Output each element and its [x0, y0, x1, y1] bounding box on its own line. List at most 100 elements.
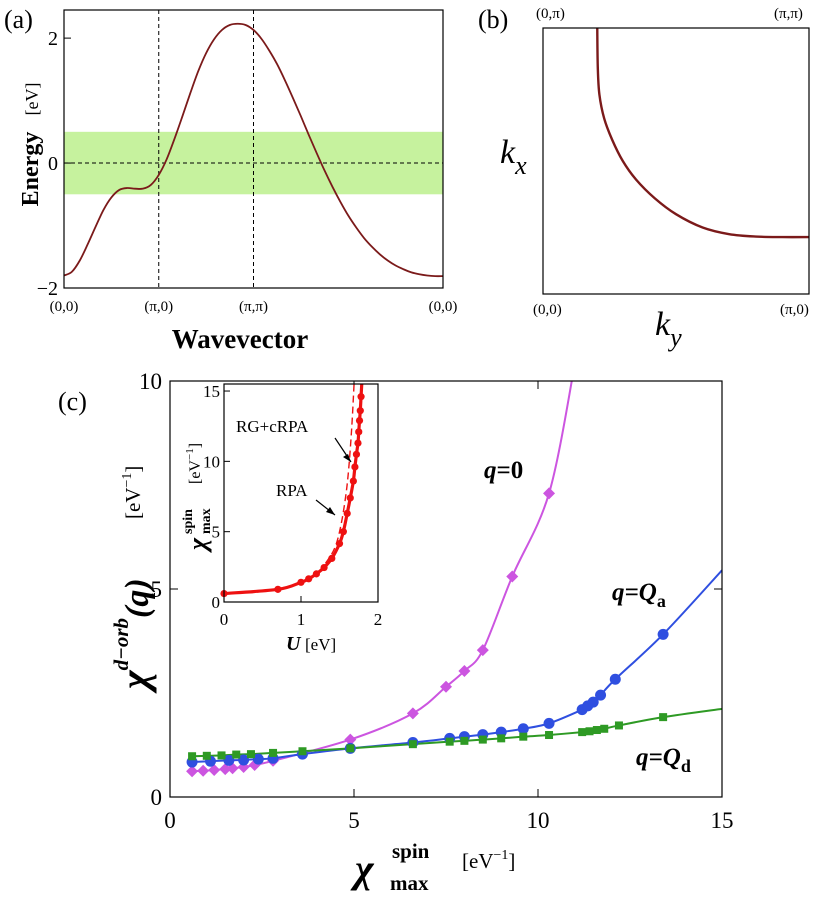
c-point-qd — [592, 726, 601, 735]
inset-x-tick-label: 2 — [374, 610, 383, 629]
a-x-tick-label: (0,0) — [429, 299, 458, 315]
c-label-qd-sub: d — [681, 756, 691, 776]
inset-y-axis-unit-close: ] — [187, 443, 204, 448]
c-x-tick-label: 10 — [527, 808, 550, 833]
c-point-qd — [188, 752, 197, 761]
c-y-tick-label: 5 — [151, 577, 163, 602]
inset-arrow-rpa-head — [326, 507, 335, 515]
c-point-qa — [657, 628, 669, 640]
c-label-q0-eq: =0 — [497, 457, 524, 484]
c-y-tick-label: 10 — [139, 369, 162, 394]
inset-point-rgcrpa — [297, 578, 305, 586]
b-x-axis-label: ky — [655, 306, 682, 352]
inset-point-rgcrpa — [357, 393, 365, 401]
a-band-curve — [63, 22, 444, 278]
c-y-axis-unit-main: [eV — [121, 488, 145, 519]
c-point-q0 — [506, 570, 519, 583]
c-point-qd — [202, 751, 211, 760]
c-label-qd: q=Qd — [636, 744, 691, 776]
c-point-qd — [614, 721, 623, 730]
c-point-q0 — [543, 487, 556, 500]
inset-x-tick-label: 0 — [220, 610, 229, 629]
c-point-qd — [217, 751, 226, 760]
inset-y-tick-label: 0 — [212, 593, 221, 612]
c-x-axis-sub: max — [390, 871, 429, 895]
a-x-tick-label: (π,π) — [239, 299, 268, 315]
b-corner-top-left: (0,π) — [536, 6, 565, 22]
c-point-q0 — [476, 644, 489, 657]
c-point-q0 — [344, 733, 357, 746]
inset-point-rgcrpa — [274, 585, 282, 593]
a-y-tick-label: 2 — [48, 28, 58, 50]
inset-point-rgcrpa — [349, 477, 357, 485]
b-corner-bottom-right: (π,0) — [780, 302, 809, 318]
c-point-qd — [460, 736, 469, 745]
inset-y-tick-label: 5 — [212, 523, 221, 542]
b-corner-top-right: (π,π) — [774, 6, 803, 22]
c-y-axis-label: χd−orb(q) — [109, 578, 157, 694]
inset-annotation-rgcrpa: RG+cRPA — [236, 417, 309, 436]
a-reference-lines — [64, 10, 443, 288]
c-x-axis-unit-main: [eV — [462, 849, 493, 873]
c-inset: 0 5 10 15 0 1 2 RG+cRPA RPA U [eV] χ spin max… — [181, 382, 382, 655]
inset-point-rgcrpa — [328, 554, 336, 563]
c-point-qa — [517, 723, 529, 735]
c-x-axis-label: χ — [350, 846, 375, 891]
c-x-axis-unit-close: ] — [508, 849, 515, 873]
c-point-qa — [238, 754, 250, 766]
c-y-axis-unit: [eV−1] — [120, 466, 145, 519]
inset-y-tick-label: 15 — [203, 382, 220, 401]
b-corner-bottom-left: (0,0) — [533, 302, 562, 318]
c-point-qa — [252, 753, 264, 765]
panel-a: (a) −2 0 2 (0,0) (π,0) (π,π) (0,0) Wavevector… — [4, 5, 457, 354]
c-label-qa: q=Qa — [612, 579, 666, 611]
inset-y-axis-unit-main: [eV — [187, 460, 204, 484]
c-point-qa — [587, 696, 599, 708]
c-label-q0-var: q — [484, 457, 497, 484]
c-y-tick-label: 0 — [151, 785, 163, 810]
b-y-axis-label: kx — [500, 134, 527, 180]
inset-point-rgcrpa — [352, 450, 361, 458]
c-point-qd — [346, 744, 355, 753]
inset-annotation-rpa: RPA — [276, 481, 308, 500]
c-label-qd-eq: =Q — [649, 744, 681, 771]
inset-y-tick-label: 10 — [203, 452, 220, 471]
c-point-qd — [298, 747, 307, 756]
inset-arrow-rgcrpa-head — [343, 454, 351, 462]
inset-point-rgcrpa — [305, 575, 313, 583]
inset-y-axis-sub: max — [199, 508, 214, 534]
c-x-ticks: 0 5 10 15 — [164, 381, 734, 833]
panel-b-label: (b) — [478, 5, 508, 34]
inset-markers — [220, 393, 365, 598]
a-y-axis-label-group: Energy [eV] — [18, 83, 44, 207]
b-y-axis-var: k — [500, 134, 516, 171]
c-label-qd-var: q — [636, 744, 649, 771]
b-x-axis-var: k — [655, 306, 671, 343]
c-point-qd — [578, 728, 587, 737]
c-point-qd — [585, 727, 594, 736]
inset-y-axis-var: χ — [183, 537, 212, 553]
c-point-q0 — [208, 763, 221, 776]
b-x-axis-sub: y — [667, 323, 682, 352]
c-point-qa — [609, 673, 621, 685]
c-point-qd — [445, 737, 454, 746]
panel-b: (b) (0,π) (π,π) (0,0) (π,0) kx ky — [478, 5, 810, 352]
inset-y-axis-label-group: χ spin max [eV−1] — [181, 443, 214, 553]
c-x-axis-unit: [eV−1] — [462, 848, 515, 873]
inset-point-rgcrpa — [335, 540, 344, 548]
inset-y-axis-unit-sup: −1 — [184, 448, 196, 460]
a-y-ticks: −2 0 2 — [37, 28, 71, 300]
inset-point-rgcrpa — [320, 563, 328, 572]
c-point-q0 — [219, 763, 232, 776]
c-point-qd — [659, 713, 668, 722]
c-point-qd — [408, 740, 417, 749]
inset-point-rgcrpa — [351, 463, 359, 471]
c-y-axis-var: χ — [112, 669, 157, 694]
inset-y-axis-sup: spin — [181, 509, 196, 534]
c-point-qd — [545, 731, 554, 740]
c-point-q0 — [458, 664, 471, 677]
inset-series-line-1 — [224, 384, 355, 595]
c-point-q0 — [186, 765, 199, 778]
inset-x-tick-label: 1 — [297, 610, 306, 629]
